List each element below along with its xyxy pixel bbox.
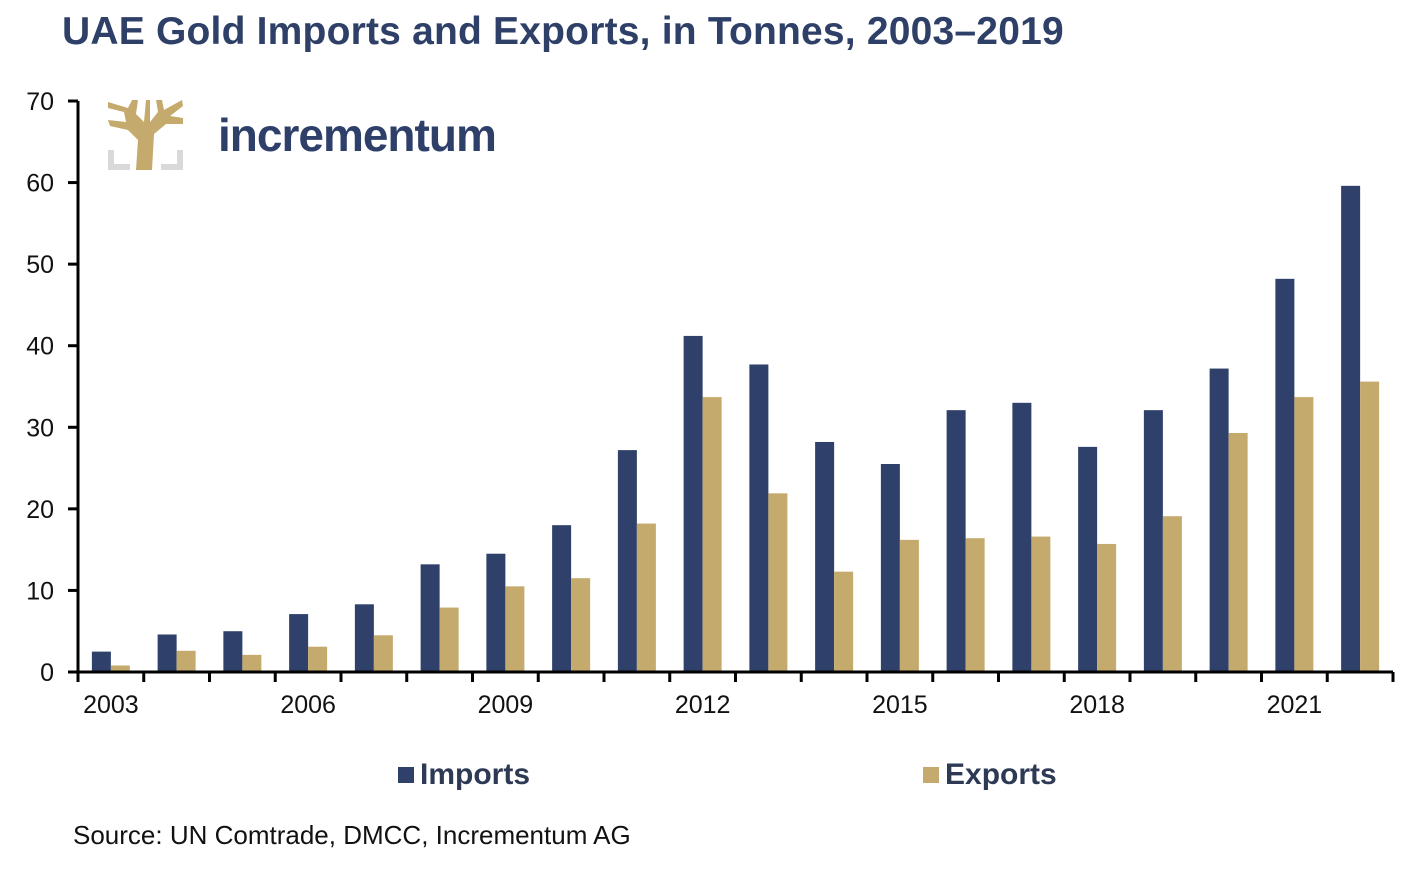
y-tick-label-30: 30 — [26, 414, 54, 442]
bar-exports-2012 — [702, 397, 722, 672]
chart-title: UAE Gold Imports and Exports, in Tonnes,… — [62, 10, 1064, 53]
bar-imports-2005 — [223, 631, 243, 672]
legend-item-exports: Exports — [923, 758, 1057, 792]
bar-imports-2021 — [1275, 278, 1295, 672]
bar-exports-2009 — [505, 586, 525, 672]
bar-exports-2003 — [110, 665, 130, 672]
x-tick-label-2018: 2018 — [1069, 691, 1125, 719]
bar-imports-2016 — [946, 410, 966, 672]
bar-imports-2019 — [1143, 410, 1163, 672]
bar-imports-2017 — [1012, 402, 1032, 672]
bar-exports-2018 — [1097, 543, 1117, 672]
x-tick-label-2009: 2009 — [478, 691, 534, 719]
bar-imports-2003 — [91, 651, 111, 672]
bar-imports-2007 — [354, 604, 374, 672]
bar-imports-2015 — [880, 463, 900, 672]
bar-imports-2020 — [1209, 368, 1229, 672]
axes-group: 0 10 20 30 40 50 60 70 2003 2006 2009 2012 2015 2018 2… — [26, 88, 1395, 719]
bar-exports-2004 — [176, 650, 196, 672]
y-tick-label-70: 70 — [26, 88, 54, 116]
bar-exports-2008 — [439, 607, 459, 672]
bar-exports-2019 — [1162, 516, 1182, 672]
y-tick-label-40: 40 — [26, 333, 54, 361]
x-tick-label-2012: 2012 — [675, 691, 731, 719]
bar-imports-2014 — [815, 441, 835, 672]
bar-imports-2022 — [1341, 185, 1361, 672]
bar-exports-2005 — [242, 654, 262, 672]
bar-exports-2013 — [768, 493, 788, 672]
bar-exports-2017 — [1031, 536, 1051, 672]
source-note: Source: UN Comtrade, DMCC, Incrementum A… — [73, 820, 631, 850]
legend-label-imports: Imports — [420, 758, 531, 791]
legend-swatch-imports — [398, 767, 414, 783]
bar-imports-2018 — [1078, 446, 1098, 672]
y-tick-label-10: 10 — [26, 577, 54, 605]
bar-imports-2009 — [486, 553, 506, 672]
bar-exports-2007 — [373, 635, 393, 672]
bar-exports-2015 — [899, 539, 919, 672]
bar-exports-2020 — [1228, 432, 1248, 672]
bar-exports-2011 — [636, 523, 656, 672]
x-tick-label-2003: 2003 — [83, 691, 139, 719]
x-tick-label-2015: 2015 — [872, 691, 928, 719]
bar-imports-2004 — [157, 634, 177, 672]
bar-exports-2021 — [1294, 397, 1314, 672]
bar-exports-2010 — [571, 578, 591, 672]
bar-imports-2011 — [617, 450, 637, 672]
y-tick-label-60: 60 — [26, 170, 54, 198]
bar-exports-2022 — [1360, 381, 1380, 672]
legend-swatch-exports — [923, 767, 939, 783]
bar-imports-2008 — [420, 564, 440, 672]
bar-imports-2012 — [683, 335, 703, 672]
x-tick-label-2021: 2021 — [1267, 691, 1323, 719]
x-tick-label-2006: 2006 — [280, 691, 336, 719]
bars-group — [91, 185, 1380, 672]
y-tick-label-50: 50 — [26, 251, 54, 279]
bar-exports-2016 — [965, 538, 985, 672]
y-tick-label-0: 0 — [40, 659, 54, 687]
y-tick-label-20: 20 — [26, 496, 54, 524]
brand-logo-text: incrementum — [218, 109, 497, 161]
bar-exports-2006 — [308, 646, 328, 672]
tree-icon — [108, 100, 183, 170]
bar-imports-2006 — [289, 614, 309, 672]
bar-exports-2014 — [834, 571, 854, 672]
bar-imports-2013 — [749, 364, 769, 672]
legend-label-exports: Exports — [945, 758, 1057, 791]
bar-imports-2010 — [552, 525, 572, 672]
legend-item-imports: Imports — [398, 758, 530, 792]
